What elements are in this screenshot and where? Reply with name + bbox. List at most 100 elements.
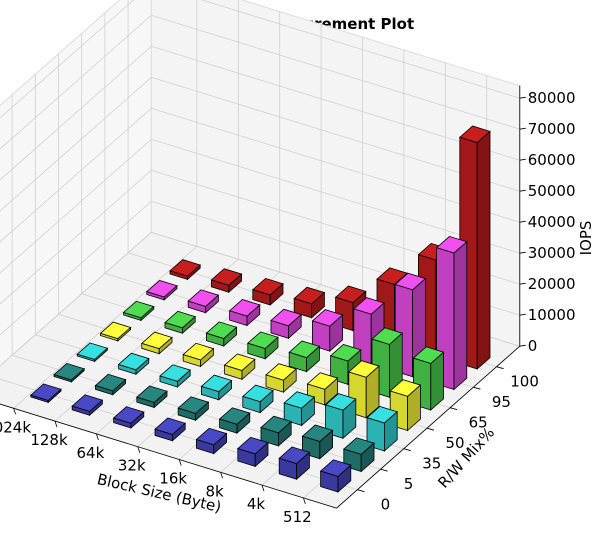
bar-32k-rw0 [154,417,186,442]
z-tick [519,313,526,316]
x-tick-label: 4k [247,495,266,513]
bar-1024k-rw35 [76,342,109,363]
bar-side [135,357,150,376]
bar-32k-rw35 [200,374,233,401]
y-tick-label: 65 [469,414,488,432]
x-tick-label: 1024k [0,418,31,436]
y-tick [450,407,458,411]
x-tick-label: 128k [30,431,68,449]
bar-side [171,422,186,442]
x-tick [54,420,58,428]
x-tick-label: 512 [283,508,312,526]
bar-32k-rw5 [177,396,210,422]
bar-side [246,304,261,327]
bar-side [158,336,173,355]
bar-1024k-rw95 [145,280,178,301]
bar-side [269,282,284,306]
bar-16k-rw50 [265,363,298,393]
bar-side [223,326,238,347]
chart-panes [0,0,521,509]
bar-8k-rw35 [283,391,316,427]
bar-64k-rw5 [135,385,168,409]
z-tick-label: 40000 [528,213,576,231]
bar-side [296,451,310,481]
bar-side [213,432,228,455]
z-tick [519,282,526,285]
y-tick [496,366,504,370]
bar-32k-rw100 [293,286,326,319]
bar-side [453,240,468,391]
z-tick [519,158,526,161]
z-tick-label: 70000 [528,120,576,138]
grid-line [0,14,520,150]
z-tick [519,96,526,99]
bar-side [319,429,334,460]
bar-side [301,396,315,427]
grid-line [0,169,520,305]
bar-side [47,388,62,404]
bar-side [241,358,256,381]
bar-64k-rw95 [228,299,261,327]
bar-side [195,401,209,422]
x-tick [13,408,16,415]
y-tick [380,468,388,472]
z-tick [519,251,526,254]
bar-side [186,264,201,281]
z-tick-label: 80000 [528,89,576,107]
bar-side [205,294,219,314]
bar-side [181,315,196,335]
y-tick-label: 35 [422,455,441,473]
bar-1024k-rw0 [29,383,62,404]
bar-1024k-rw65 [122,300,155,322]
bar-16k-rw65 [288,340,321,373]
z-tick-label: 30000 [528,244,576,262]
bar-64k-rw65 [205,321,238,347]
bar-side [337,464,352,493]
bar-16k-rw5 [218,407,251,434]
bar-side [306,345,320,373]
x-tick [96,433,99,441]
bar-4k-rw0 [278,446,311,481]
bar-8k-rw5 [260,415,292,447]
x-tick [261,484,265,492]
bar-side [282,368,297,393]
bar-128k-rw50 [140,331,173,355]
y-tick-label: 95 [492,393,511,411]
bar-side [176,369,191,388]
bar-128k-rw35 [117,352,150,376]
bar-128k-rw65 [164,310,197,335]
bar-side [287,313,302,340]
bar-side [329,314,344,352]
z-tick [519,189,526,192]
bar-16k-rw0 [195,427,228,455]
bar-side [324,377,339,406]
y-tick-label: 50 [445,434,464,452]
bar-64k-rw50 [182,342,215,368]
z-tick [519,344,526,347]
z-tick-label: 10000 [528,306,576,324]
bar-1024k-rw5 [53,362,86,383]
bar-side [383,410,398,452]
x-tick-label: 16k [159,470,187,488]
y-tick-label: 100 [510,373,539,391]
bar-side [140,305,155,322]
bar-8k-rw50 [306,372,339,406]
bar-16k-rw35 [242,384,274,414]
bar-side [218,379,233,401]
grid-line [0,138,520,274]
y-tick [473,386,481,390]
bar-16k-rw95 [311,309,344,352]
x-tick-label: 8k [205,482,224,500]
bar-side [254,441,269,468]
y-tick [357,489,365,493]
bar-side [360,442,375,473]
chart-bars [29,125,491,493]
z-tick-label: 60000 [528,151,576,169]
bar-128k-rw5 [94,373,127,396]
bar-side [71,367,85,383]
bar-side [311,291,325,319]
z-tick-label: 50000 [528,182,576,200]
bar-128k-rw95 [187,289,220,314]
bar-side [228,273,243,294]
